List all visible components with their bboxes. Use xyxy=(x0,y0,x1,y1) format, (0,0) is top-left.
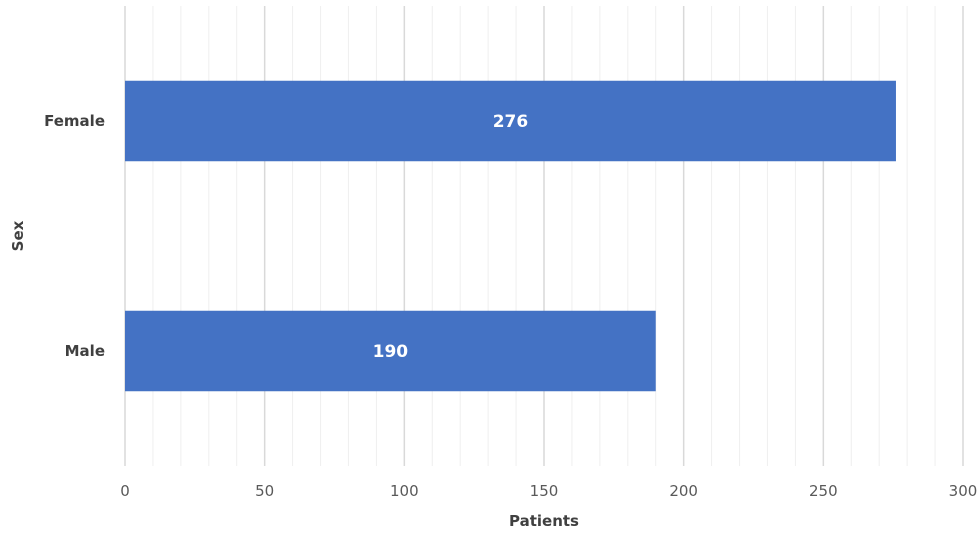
bar-male xyxy=(125,310,656,392)
bar-female xyxy=(125,80,896,162)
x-tick-label: 200 xyxy=(669,482,698,500)
x-tick-label: 0 xyxy=(120,482,130,500)
bar-data-labels: 276 190 xyxy=(373,112,529,362)
bars xyxy=(125,80,896,392)
data-label-male: 190 xyxy=(373,342,409,362)
category-label-female: Female xyxy=(44,112,105,130)
category-label-male: Male xyxy=(65,342,105,360)
y-axis-category-labels: Female Male xyxy=(44,112,105,360)
x-tick-label: 50 xyxy=(255,482,274,500)
x-tick-label: 100 xyxy=(390,482,419,500)
x-axis-tick-labels: 0 50 100 150 200 250 300 xyxy=(120,482,977,500)
x-tick-label: 150 xyxy=(530,482,559,500)
x-tick-label: 300 xyxy=(949,482,978,500)
major-gridlines xyxy=(124,6,964,466)
y-axis-title: Sex xyxy=(9,220,27,251)
data-label-female: 276 xyxy=(493,112,529,132)
x-axis-title: Patients xyxy=(509,512,579,530)
x-tick-label: 250 xyxy=(809,482,838,500)
